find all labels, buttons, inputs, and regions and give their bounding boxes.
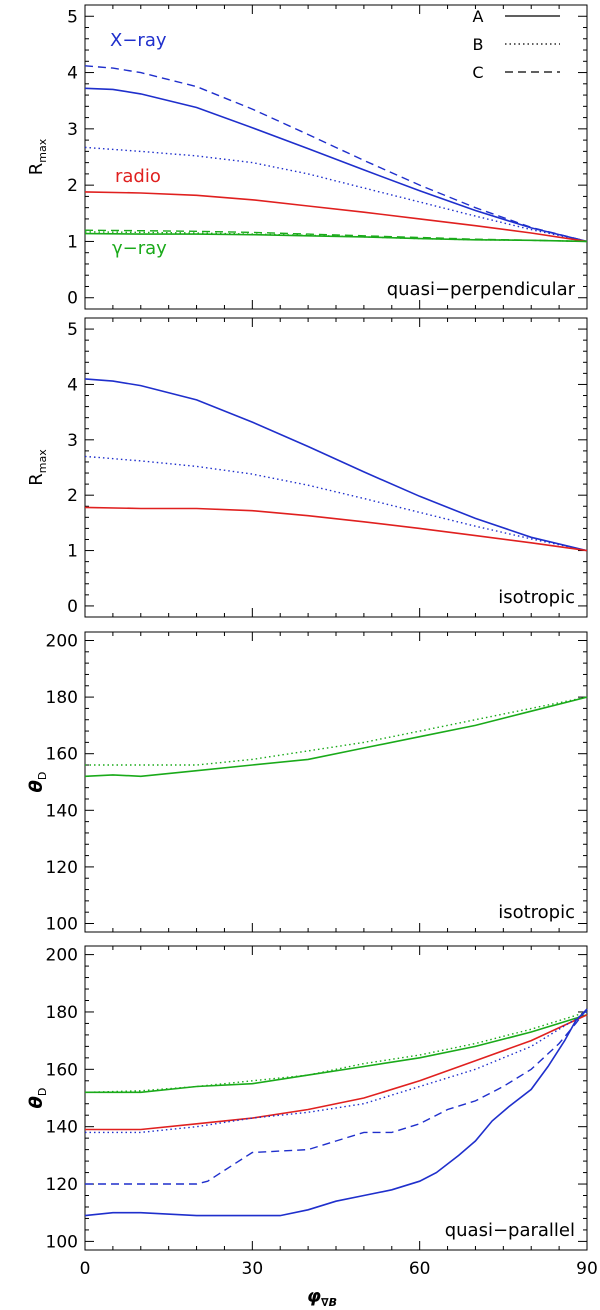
series-line-x-ray-dotted <box>85 1011 588 1134</box>
plot-frame <box>84 317 588 618</box>
y-tick-label: 140 <box>46 801 78 821</box>
x-tick-label: 30 <box>242 1259 264 1279</box>
series-line-x-ray-dotted <box>84 455 588 552</box>
y-tick-label: 100 <box>46 1232 78 1252</box>
chart-panels: 0 1 2 3 4 5 Rmax quasi−perpendicular ABC X−ray rad… <box>26 4 598 1309</box>
y-tick-label: 180 <box>46 1003 78 1023</box>
panel-label: quasi−perpendicular <box>387 279 576 300</box>
y-axis-label: θD <box>26 1088 49 1109</box>
y-tick-label: 1 <box>67 542 78 562</box>
y-tick-label: 140 <box>46 1118 78 1138</box>
series-line-gamma-ray-solid <box>85 1014 588 1094</box>
y-tick-label: 5 <box>67 320 78 340</box>
series-line-x-ray-solid <box>84 87 588 243</box>
legend-label: A <box>473 7 484 26</box>
series-line-radio-solid <box>84 191 588 243</box>
panel-2: 0 1 2 3 4 5 Rmax isotropic <box>26 317 588 618</box>
y-axis-label: θD <box>26 772 49 793</box>
y-tick-label: 3 <box>67 120 78 140</box>
legend-label: B <box>473 35 484 54</box>
y-tick-label: 3 <box>67 431 78 451</box>
series-line-gamma-ray-dashed <box>84 229 588 243</box>
y-tick-label: 100 <box>46 915 78 935</box>
x-tick-label: 60 <box>409 1259 431 1279</box>
y-tick-label: 180 <box>46 688 78 708</box>
y-tick-label: 2 <box>67 176 78 196</box>
y-tick-label: 0 <box>67 597 78 617</box>
panel-1: 0 1 2 3 4 5 Rmax quasi−perpendicular ABC X−ray rad… <box>26 4 588 310</box>
y-tick-label: 120 <box>46 1175 78 1195</box>
series-line-x-ray-dashed <box>85 1008 588 1185</box>
y-tick-label: 4 <box>67 375 78 395</box>
y-axis-label: Rmax <box>26 138 49 175</box>
series-line-radio-solid <box>84 506 588 552</box>
y-tick-label: 120 <box>46 858 78 878</box>
x-tick-label: 0 <box>80 1259 91 1279</box>
y-axis-label: Rmax <box>26 449 49 486</box>
series-annotation: X−ray <box>110 30 167 51</box>
y-tick-label: 2 <box>67 486 78 506</box>
series-line-gamma-ray-solid <box>84 696 588 778</box>
panel-label: isotropic <box>498 902 575 923</box>
y-tick-label: 160 <box>46 1060 78 1080</box>
legend-label: C <box>472 63 483 82</box>
plot-frame <box>84 945 588 1251</box>
series-line-gamma-ray-dotted <box>84 1011 588 1093</box>
x-tick-label: 90 <box>576 1259 598 1279</box>
panel-4: 0 30 60 90 φ∇B 100 120 140 160 180 200 θD quasi−para… <box>26 945 598 1309</box>
panel-label: isotropic <box>498 587 575 608</box>
y-tick-label: 4 <box>67 64 78 84</box>
panel-3: 100 120 140 160 180 200 θD isotropic <box>26 631 588 935</box>
y-tick-label: 5 <box>67 7 78 27</box>
x-axis-label: φ∇B <box>307 1286 337 1309</box>
series-line-x-ray-dashed <box>84 65 588 243</box>
series-annotation: γ−ray <box>112 238 167 259</box>
y-tick-label: 200 <box>46 946 78 966</box>
series-line-radio-solid <box>85 1014 588 1131</box>
series-line-x-ray-solid <box>84 378 588 552</box>
y-tick-label: 1 <box>67 232 78 252</box>
y-tick-label: 0 <box>67 289 78 309</box>
plot-frame <box>84 631 588 933</box>
y-tick-label: 200 <box>46 631 78 651</box>
panel-label: quasi−parallel <box>445 1220 575 1241</box>
series-line-gamma-ray-dotted <box>85 696 588 766</box>
y-tick-label: 160 <box>46 745 78 765</box>
series-line-x-ray-solid <box>84 1008 588 1217</box>
series-annotation: radio <box>115 166 161 187</box>
